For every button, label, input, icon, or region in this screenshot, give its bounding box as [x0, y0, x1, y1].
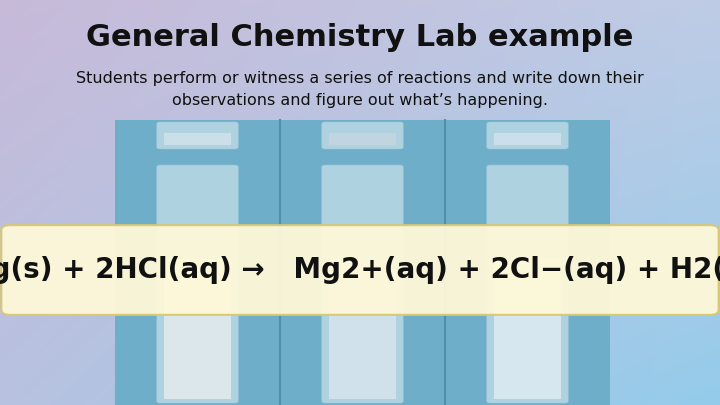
Text: Mg(s) + 2HCl(aq) →   Mg2+(aq) + 2Cl−(aq) + H2(g): Mg(s) + 2HCl(aq) → Mg2+(aq) + 2Cl−(aq) +… [0, 256, 720, 284]
Text: General Chemistry Lab example: General Chemistry Lab example [86, 23, 634, 53]
Bar [164, 134, 231, 145]
Text: observations and figure out what’s happening.: observations and figure out what’s happe… [172, 92, 548, 107]
Bar [329, 259, 396, 399]
Bar [329, 134, 396, 145]
FancyBboxPatch shape [1, 225, 719, 315]
Bar [164, 259, 231, 399]
FancyBboxPatch shape [157, 165, 238, 403]
FancyBboxPatch shape [157, 122, 238, 149]
FancyBboxPatch shape [322, 122, 403, 149]
Text: Students perform or witness a series of reactions and write down their: Students perform or witness a series of … [76, 70, 644, 85]
Bar [494, 259, 561, 399]
FancyBboxPatch shape [322, 165, 403, 403]
Bar [115, 120, 610, 405]
Bar [494, 134, 561, 145]
FancyBboxPatch shape [487, 122, 568, 149]
FancyBboxPatch shape [487, 165, 568, 403]
